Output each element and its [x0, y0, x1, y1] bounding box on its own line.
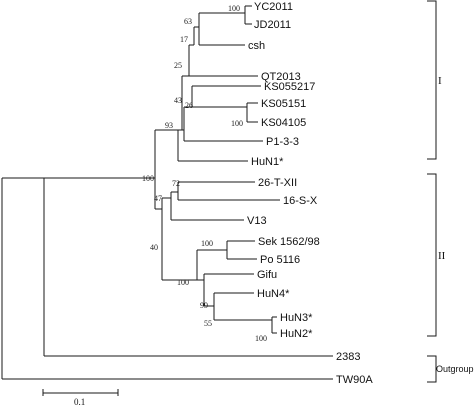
support-t26-s16: 72 [172, 179, 180, 188]
outgroup-label: Outgroup [436, 364, 474, 374]
support-gifu-hun: 99 [200, 301, 208, 310]
group-ii-bracket [427, 173, 437, 337]
taxon-hun2: HuN2* [280, 328, 313, 340]
taxon-jd2011: JD2011 [254, 19, 291, 31]
support-yc-jd: 100 [228, 4, 240, 13]
taxon-16-s-x: 16-S-X [283, 195, 318, 207]
support-yc-jd-csh: 63 [184, 17, 192, 26]
support-top-trio-qt: 17 [180, 35, 188, 44]
taxon-tw90a: TW90A [336, 374, 373, 386]
taxon-ks05151: KS05151 [261, 98, 306, 110]
taxon-2383: 2383 [336, 351, 360, 363]
taxon-gifu: Gifu [257, 269, 277, 281]
taxon-ks055217: KS055217 [264, 81, 315, 93]
support-upper-pair: 25 [174, 61, 182, 70]
taxon-csh: csh [248, 40, 265, 52]
support-ks-group: 26 [185, 101, 193, 110]
taxon-po-5116: Po 5116 [260, 254, 300, 266]
taxon-sek-1562-98: Sek 1562/98 [258, 236, 320, 248]
taxon-26-t-xii: 26-T-XII [258, 177, 297, 189]
taxon-v13: V13 [247, 215, 267, 227]
support-group2-b: 100 [177, 278, 189, 287]
support-group2: 40 [150, 243, 158, 252]
support-sek-po: 100 [201, 239, 213, 248]
taxon-hun3: HuN3* [280, 312, 313, 324]
support-ks-pair: 100 [231, 119, 243, 128]
support-t26-s16-v13: 47 [154, 194, 162, 203]
support-ingroup: 100 [142, 174, 154, 183]
support-hun234: 55 [204, 319, 212, 328]
group-i-bracket [427, 0, 437, 160]
support-ks-p1: 43 [174, 96, 182, 105]
scale-bar-label: 0.1 [74, 397, 85, 406]
group-ii-label: II [438, 250, 446, 262]
taxon-hun4: HuN4* [257, 288, 290, 300]
taxon-p133: P1-3-3 [266, 136, 299, 148]
taxon-ks04105: KS04105 [261, 117, 306, 129]
support-group1-core: 93 [165, 121, 173, 130]
support-hun2-hun3: 100 [255, 334, 267, 343]
taxon-hun1: HuN1* [251, 156, 284, 168]
group-i-label: I [438, 75, 442, 87]
outgroup-bracket [427, 355, 437, 383]
taxon-yc2011: YC2011 [254, 1, 293, 13]
taxon-qt2013: QT2013 [261, 71, 301, 83]
